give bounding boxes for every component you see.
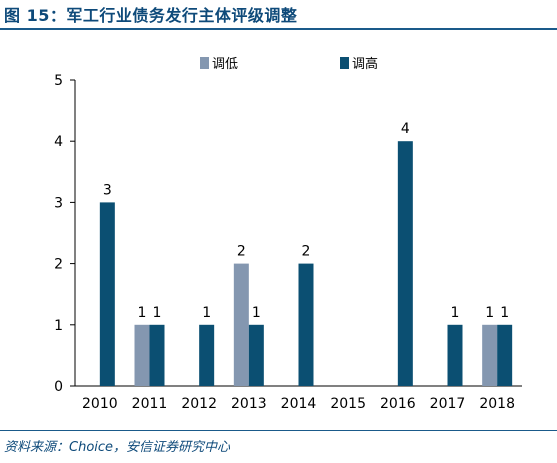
data-label: 1 — [202, 305, 211, 321]
bar-up-2013 — [248, 324, 264, 386]
bar-chart: 调低 调高 0 1 2 3 4 5 2010 2011 2012 2013 2014 2015 2016… — [54, 56, 522, 412]
bar-down-2011 — [134, 324, 150, 386]
data-label: 1 — [500, 305, 509, 321]
y-tick-label: 1 — [54, 318, 63, 334]
x-tick-label: 2016 — [380, 396, 416, 412]
chart-legend: 调低 调高 — [200, 56, 378, 72]
title-rule — [0, 28, 557, 30]
bars — [99, 141, 513, 386]
x-tick-label: 2011 — [132, 396, 168, 412]
bar-up-2017 — [447, 324, 463, 386]
bar-down-2013 — [233, 263, 249, 386]
data-label: 2 — [302, 244, 311, 260]
source-note: 资料来源：Choice，安信证券研究中心 — [4, 440, 231, 455]
y-axis: 0 1 2 3 4 5 — [54, 73, 76, 395]
x-tick-label: 2015 — [330, 396, 366, 412]
source-rule — [0, 430, 557, 431]
data-label: 1 — [451, 305, 460, 321]
data-label: 1 — [138, 305, 147, 321]
y-tick-label: 4 — [54, 134, 63, 150]
x-tick-label: 2012 — [181, 396, 217, 412]
legend-swatch-down — [200, 57, 209, 69]
x-tick-label: 2014 — [281, 396, 317, 412]
y-tick-label: 3 — [54, 195, 63, 211]
x-axis: 2010 2011 2012 2013 2014 2015 2016 2017 2018 — [75, 385, 522, 412]
x-tick-label: 2017 — [430, 396, 466, 412]
y-tick-label: 0 — [54, 379, 63, 395]
y-tick-label: 2 — [54, 257, 63, 273]
bar-up-2016 — [397, 141, 413, 386]
bar-down-2018 — [482, 324, 498, 386]
bar-up-2012 — [199, 324, 215, 386]
bar-up-2010 — [99, 202, 115, 386]
data-label: 1 — [153, 305, 162, 321]
x-tick-label: 2013 — [231, 396, 267, 412]
x-tick-label: 2018 — [479, 396, 515, 412]
legend-swatch-up — [340, 57, 349, 69]
legend-label-up: 调高 — [352, 56, 378, 72]
data-label: 2 — [237, 244, 246, 260]
bar-up-2011 — [149, 324, 165, 386]
legend-label-down: 调低 — [212, 57, 238, 72]
y-tick-label: 5 — [54, 73, 63, 89]
bar-up-2018 — [497, 324, 513, 386]
data-label: 1 — [485, 305, 494, 321]
data-label: 4 — [401, 121, 410, 137]
data-label: 1 — [252, 305, 261, 321]
x-tick-label: 2010 — [82, 396, 118, 412]
bar-up-2014 — [298, 263, 314, 386]
figure-title: 图 15：军工行业债务发行主体评级调整 — [4, 6, 298, 25]
data-label: 3 — [103, 182, 112, 198]
